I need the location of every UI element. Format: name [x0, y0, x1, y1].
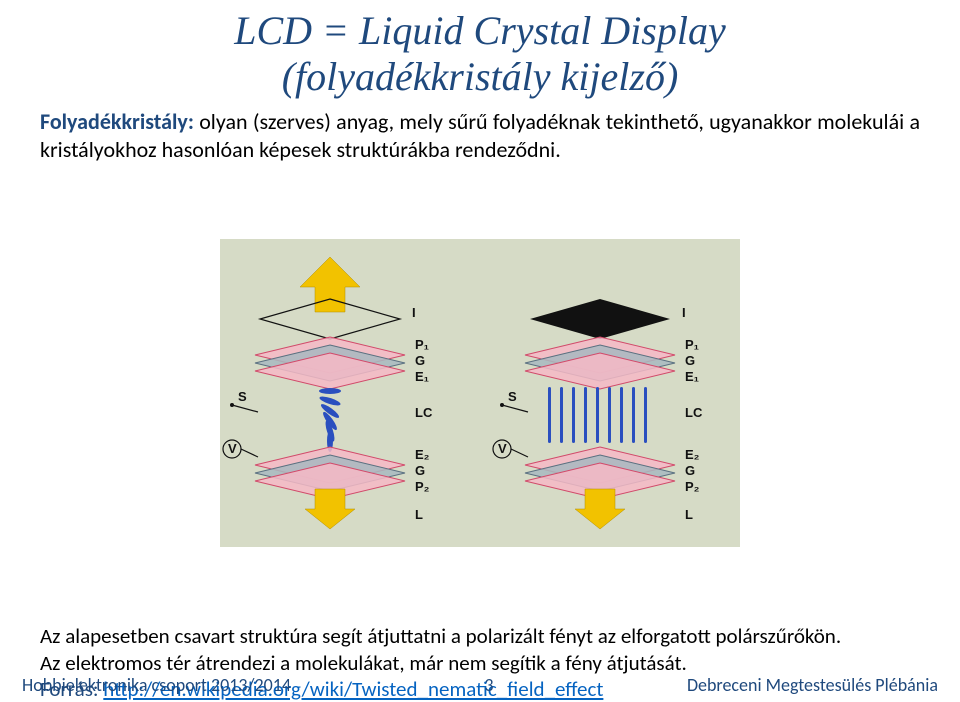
lead-term: Folyadékkristály:	[40, 108, 194, 135]
svg-text:E₁: E₁	[685, 369, 699, 384]
title-line-2: (folyadékkristály kijelző)	[282, 54, 679, 99]
caption: Az alapesetben csavart struktúra segít á…	[40, 623, 920, 676]
slide-footer: Hobbielektronika csoport 2013/2014 3 Deb…	[0, 674, 960, 696]
svg-text:E₂: E₂	[685, 447, 700, 462]
slide-title: LCD = Liquid Crystal Display (folyadékkr…	[40, 8, 920, 100]
svg-text:I: I	[412, 305, 416, 320]
diagram-container: I P₁ G E₁	[40, 177, 920, 609]
title-line-1: LCD = Liquid Crystal Display	[234, 8, 726, 53]
footer-right: Debreceni Megtestesülés Plébánia	[687, 674, 938, 696]
svg-text:I: I	[682, 305, 686, 320]
svg-text:LC: LC	[415, 405, 433, 420]
svg-text:L: L	[415, 507, 423, 522]
svg-text:G: G	[685, 463, 695, 478]
svg-text:V: V	[228, 441, 237, 456]
svg-text:S: S	[238, 389, 247, 404]
svg-text:L: L	[685, 507, 693, 522]
svg-text:LC: LC	[685, 405, 703, 420]
footer-page-number: 3	[484, 674, 493, 696]
svg-text:V: V	[498, 441, 507, 456]
caption-line-1: Az alapesetben csavart struktúra segít á…	[40, 623, 920, 649]
svg-text:G: G	[415, 353, 425, 368]
svg-text:E₁: E₁	[415, 369, 429, 384]
svg-text:G: G	[415, 463, 425, 478]
lcd-twisted-nematic-diagram: I P₁ G E₁	[220, 239, 740, 547]
caption-line-2: Az elektromos tér átrendezi a molekuláka…	[40, 650, 920, 676]
svg-text:S: S	[508, 389, 517, 404]
svg-text:P₁: P₁	[685, 337, 699, 352]
svg-text:E₂: E₂	[415, 447, 430, 462]
svg-text:P₂: P₂	[685, 479, 700, 494]
footer-left: Hobbielektronika csoport 2013/2014	[22, 674, 291, 696]
svg-text:P₂: P₂	[415, 479, 430, 494]
svg-text:P₁: P₁	[415, 337, 429, 352]
body-paragraph: Folyadékkristály: olyan (szerves) anyag,…	[40, 108, 920, 163]
svg-text:G: G	[685, 353, 695, 368]
